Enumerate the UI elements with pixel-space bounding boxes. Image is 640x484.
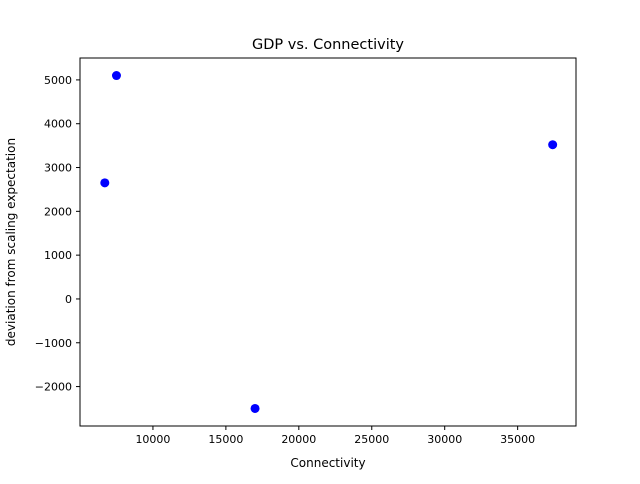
y-axis-ticks: −2000 −1000 0 1000 2000 3000 4000 5000 <box>35 74 80 394</box>
y-tick-label: 3000 <box>44 162 72 175</box>
y-tick-label: −2000 <box>35 381 72 394</box>
x-axis-ticks: 10000 15000 20000 25000 30000 35000 <box>135 426 535 446</box>
x-tick-label: 25000 <box>354 433 389 446</box>
scatter-point <box>111 71 121 81</box>
scatter-point <box>100 178 110 188</box>
y-tick-label: 5000 <box>44 74 72 87</box>
chart-title: GDP vs. Connectivity <box>252 37 404 53</box>
plot-area-frame <box>79 57 577 427</box>
x-tick-label: 35000 <box>500 433 535 446</box>
y-tick-label: −1000 <box>35 337 72 350</box>
y-tick-label: 1000 <box>44 249 72 262</box>
x-tick-label: 30000 <box>427 433 462 446</box>
x-tick-label: 10000 <box>135 433 170 446</box>
y-tick-label: 4000 <box>44 118 72 131</box>
x-tick-label: 15000 <box>208 433 243 446</box>
y-tick-label: 0 <box>65 293 72 306</box>
scatter-point <box>548 140 558 150</box>
x-tick-label: 20000 <box>281 433 316 446</box>
y-tick-label: 2000 <box>44 205 72 218</box>
x-axis-label: Connectivity <box>290 456 365 470</box>
y-axis-label: deviation from scaling expectation <box>4 138 18 346</box>
data-points <box>100 71 558 413</box>
scatter-point <box>250 403 260 413</box>
